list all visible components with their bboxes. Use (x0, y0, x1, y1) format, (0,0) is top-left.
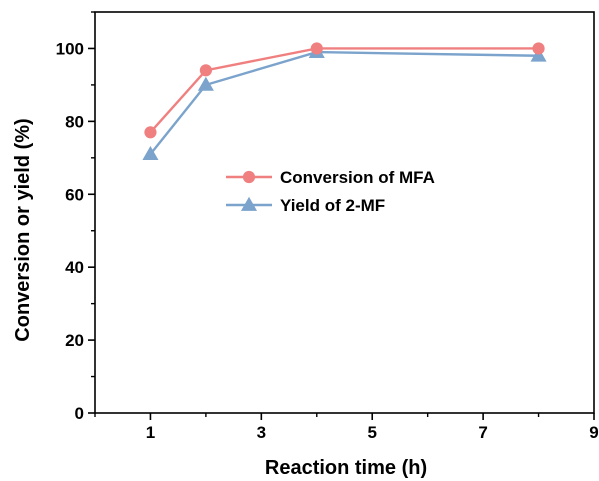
data-point-yield (530, 47, 547, 62)
series-yield (142, 43, 547, 161)
data-point-yield (142, 145, 159, 161)
series-layer (142, 42, 547, 161)
y-tick-label: 20 (65, 331, 84, 350)
legend-label-conversion: Conversion of MFA (280, 168, 435, 187)
x-tick-label: 9 (589, 423, 598, 442)
plot-frame (94, 11, 595, 414)
data-point-conversion (532, 42, 545, 55)
data-point-conversion (310, 42, 323, 55)
legend: Conversion of MFA Yield of 2-MF (226, 168, 435, 215)
data-point-conversion (144, 126, 157, 139)
series-line-yield (149, 50, 539, 155)
y-tick-label: 100 (56, 39, 84, 58)
series-conversion (144, 42, 545, 139)
y-tick-label: 0 (75, 404, 84, 423)
y-axis-label: Conversion or yield (%) (12, 118, 34, 341)
x-tick-label: 3 (257, 423, 266, 442)
x-tick-label: 5 (367, 423, 376, 442)
y-tick-label: 40 (65, 258, 84, 277)
y-tick-label: 80 (65, 112, 84, 131)
axes (94, 11, 595, 414)
x-tick-label: 1 (146, 423, 155, 442)
legend-marker-yield (240, 196, 258, 211)
legend-marker-conversion (242, 170, 256, 184)
series-line-conversion (149, 47, 539, 134)
data-point-conversion (199, 64, 212, 77)
data-point-yield (197, 76, 214, 91)
x-tick-label: 7 (478, 423, 487, 442)
y-tick-label: 60 (65, 185, 84, 204)
legend-label-yield: Yield of 2-MF (280, 196, 385, 215)
x-axis-label: Reaction time (h) (265, 457, 427, 479)
ticks: 1 3 5 7 9 0 20 40 60 80 100 (56, 11, 599, 442)
